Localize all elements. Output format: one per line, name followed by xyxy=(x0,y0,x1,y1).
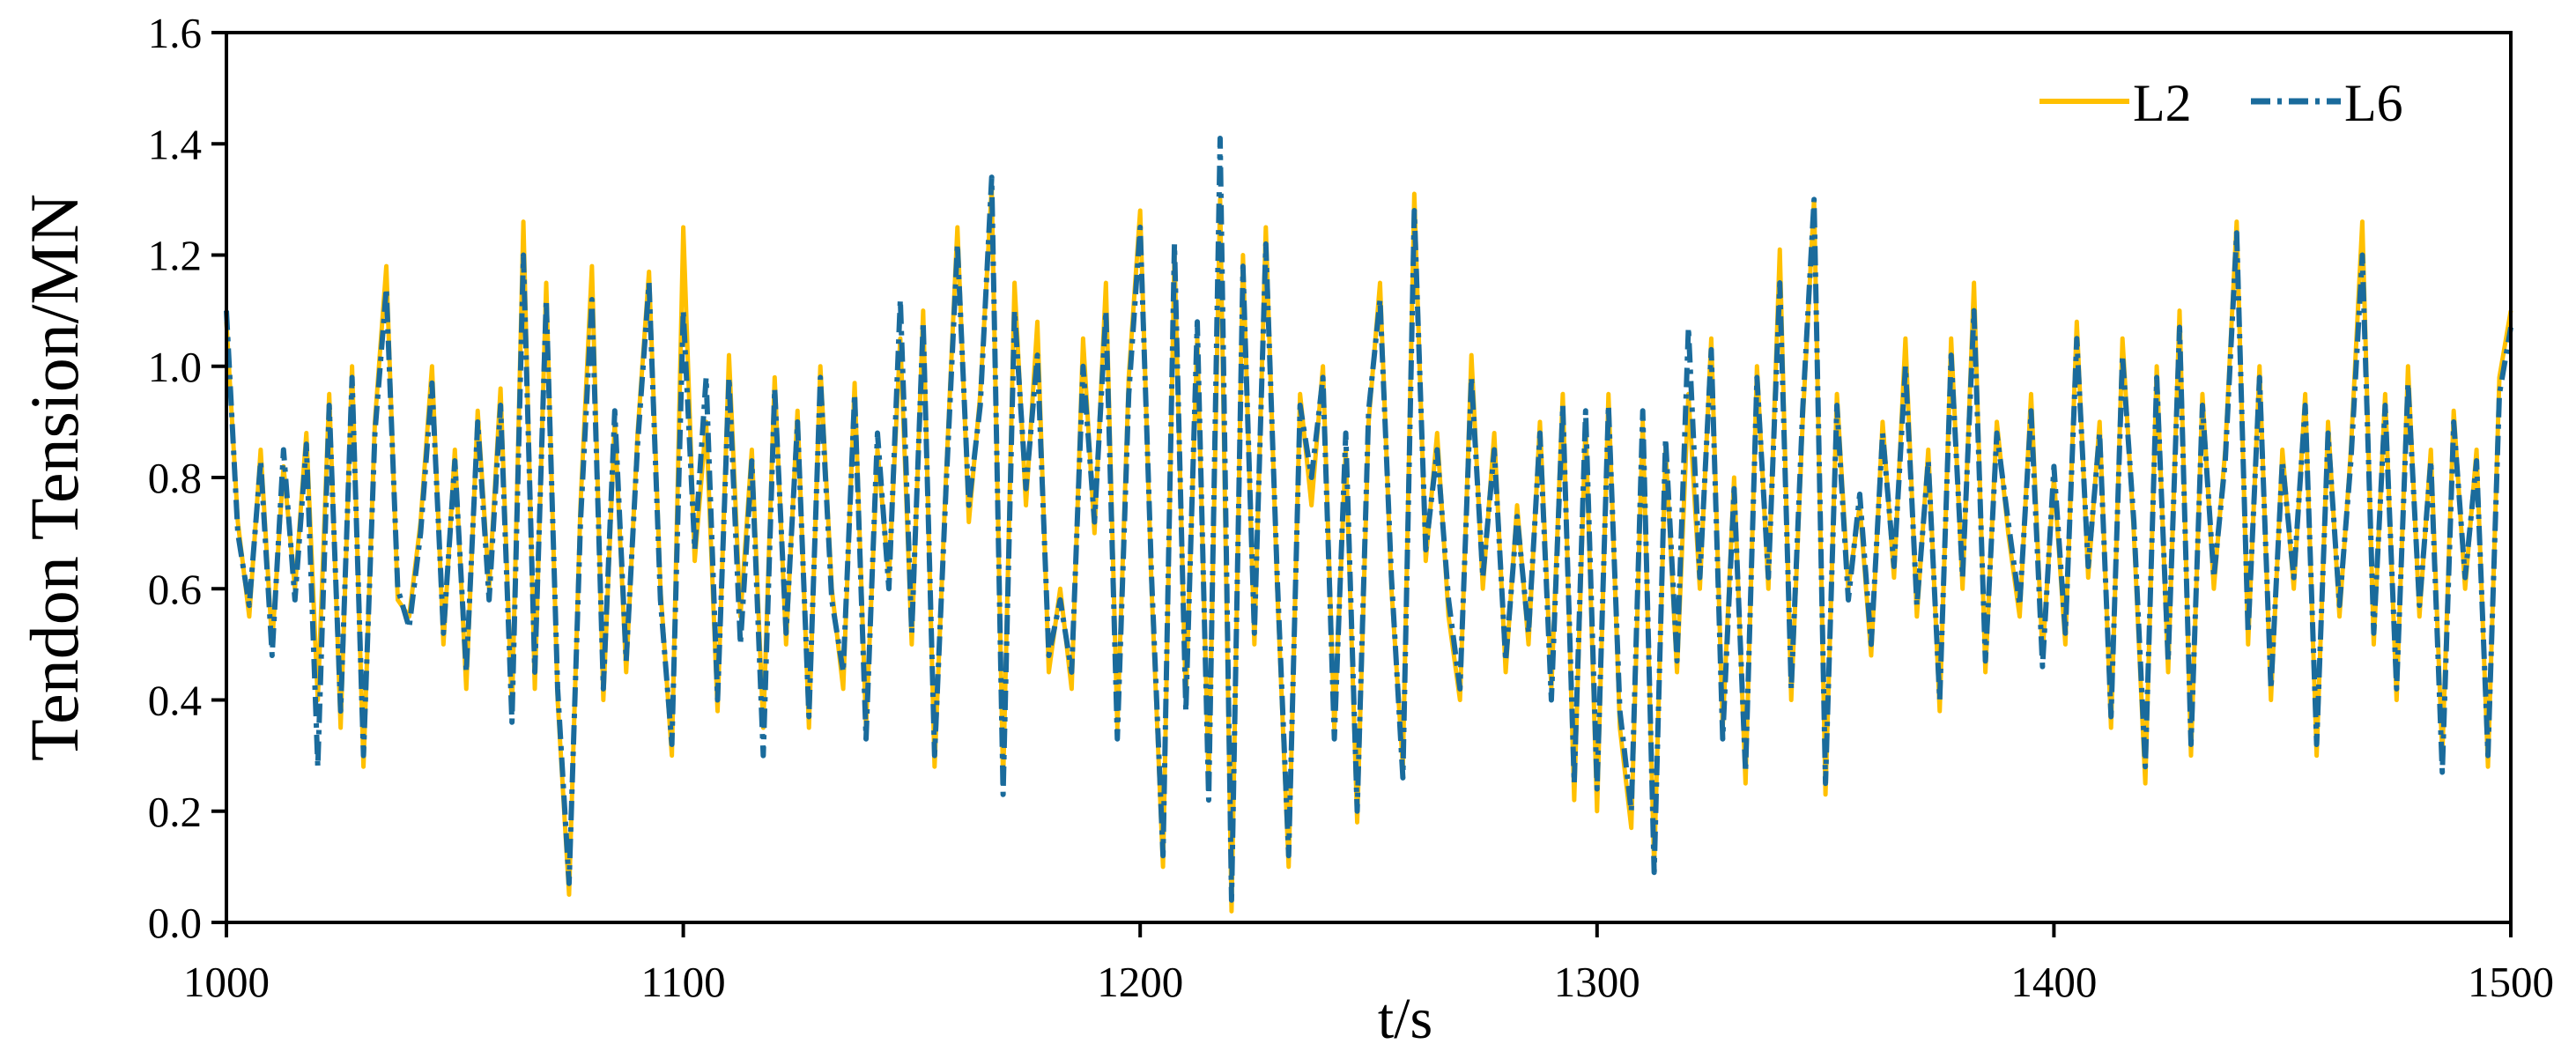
y-tick-label: 1.4 xyxy=(148,120,202,168)
y-axis-title: Tendon Tension/MN xyxy=(16,194,93,761)
x-tick-label: 1400 xyxy=(2010,958,2097,1006)
x-axis-title: t/s xyxy=(1378,987,1432,1044)
y-tick-label: 0.2 xyxy=(148,788,202,836)
y-tick-label: 1.0 xyxy=(148,343,202,391)
y-tick-label: 1.2 xyxy=(148,232,202,280)
y-tick-label: 0.6 xyxy=(148,565,202,613)
series-line xyxy=(224,135,2513,903)
x-tick-label: 1300 xyxy=(1554,958,1640,1006)
y-tick-label: 0.8 xyxy=(148,454,202,502)
x-tick-label: 1000 xyxy=(183,958,270,1006)
legend-label: L2 xyxy=(2133,74,2192,132)
legend-label: L6 xyxy=(2344,74,2403,132)
x-tick-label: 1500 xyxy=(2468,958,2554,1006)
x-tick-label: 1100 xyxy=(641,958,726,1006)
y-tick-label: 0.4 xyxy=(148,677,202,725)
y-tick-label: 0.0 xyxy=(148,899,202,947)
x-tick-label: 1200 xyxy=(1097,958,1183,1006)
y-tick-label: 1.6 xyxy=(148,9,202,57)
